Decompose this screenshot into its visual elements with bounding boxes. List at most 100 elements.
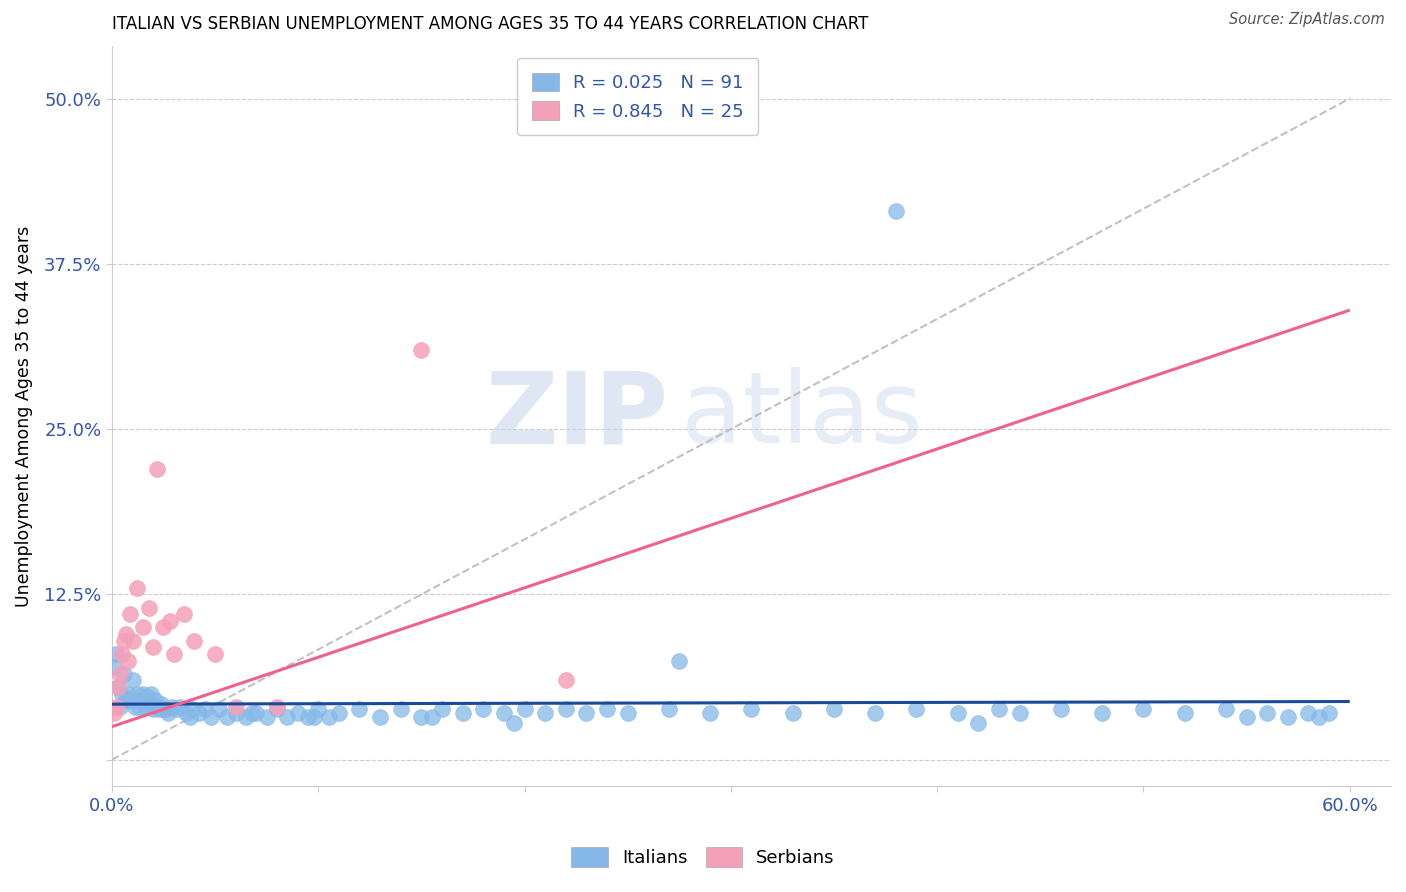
Point xyxy=(152,702,174,716)
Point xyxy=(1277,710,1299,724)
Point xyxy=(173,607,195,622)
Point xyxy=(152,620,174,634)
Point xyxy=(668,654,690,668)
Point xyxy=(1317,706,1340,721)
Point xyxy=(132,620,155,634)
Legend: Italians, Serbians: Italians, Serbians xyxy=(564,839,842,874)
Point xyxy=(302,710,325,724)
Point xyxy=(132,687,155,701)
Point xyxy=(148,702,170,716)
Point xyxy=(111,687,134,701)
Point xyxy=(107,680,129,694)
Point xyxy=(905,702,928,716)
Point xyxy=(128,699,150,714)
Point xyxy=(534,706,557,721)
Point xyxy=(103,660,125,674)
Point xyxy=(150,697,173,711)
Point xyxy=(142,702,165,716)
Point xyxy=(740,702,762,716)
Point xyxy=(129,693,152,707)
Point xyxy=(1050,702,1073,716)
Point xyxy=(107,680,129,694)
Point xyxy=(225,699,247,714)
Point xyxy=(142,640,165,655)
Point xyxy=(108,666,131,681)
Point xyxy=(420,710,443,724)
Point xyxy=(554,702,576,716)
Point xyxy=(1308,710,1330,724)
Point xyxy=(108,699,131,714)
Point xyxy=(1215,702,1237,716)
Point xyxy=(105,647,128,661)
Point xyxy=(136,690,159,704)
Point xyxy=(823,702,845,716)
Point xyxy=(276,710,298,724)
Point xyxy=(240,706,263,721)
Point xyxy=(1132,702,1154,716)
Point xyxy=(120,607,142,622)
Point xyxy=(112,666,135,681)
Point xyxy=(163,647,186,661)
Point xyxy=(112,633,135,648)
Point xyxy=(328,706,350,721)
Point xyxy=(115,627,138,641)
Point xyxy=(596,702,619,716)
Point xyxy=(368,710,391,724)
Point xyxy=(169,699,191,714)
Point xyxy=(554,673,576,688)
Point xyxy=(256,710,278,724)
Point xyxy=(513,702,536,716)
Point xyxy=(451,706,474,721)
Point xyxy=(946,706,969,721)
Point xyxy=(297,710,319,724)
Point xyxy=(125,687,148,701)
Point xyxy=(389,702,412,716)
Point xyxy=(181,702,204,716)
Point xyxy=(266,702,288,716)
Point xyxy=(318,710,340,724)
Point xyxy=(160,699,183,714)
Point xyxy=(187,706,209,721)
Point xyxy=(121,673,143,688)
Point xyxy=(179,710,201,724)
Point xyxy=(134,699,156,714)
Point xyxy=(156,706,179,721)
Text: ZIP: ZIP xyxy=(485,368,668,465)
Point xyxy=(146,699,169,714)
Point xyxy=(146,462,169,476)
Point xyxy=(1236,710,1258,724)
Point xyxy=(139,687,162,701)
Point xyxy=(411,343,433,357)
Point xyxy=(658,702,681,716)
Point xyxy=(472,702,495,716)
Point xyxy=(217,710,239,724)
Point xyxy=(492,706,515,721)
Point xyxy=(111,647,134,661)
Point xyxy=(225,706,247,721)
Point xyxy=(1298,706,1320,721)
Point xyxy=(1174,706,1197,721)
Point xyxy=(155,702,177,716)
Point xyxy=(138,697,160,711)
Point xyxy=(884,203,907,218)
Point xyxy=(204,647,226,661)
Point xyxy=(287,706,309,721)
Point xyxy=(138,600,160,615)
Point xyxy=(120,693,142,707)
Point xyxy=(245,706,267,721)
Point xyxy=(266,699,288,714)
Text: Source: ZipAtlas.com: Source: ZipAtlas.com xyxy=(1229,12,1385,27)
Text: atlas: atlas xyxy=(681,368,922,465)
Point xyxy=(183,633,205,648)
Point xyxy=(1256,706,1278,721)
Point xyxy=(105,699,128,714)
Point xyxy=(124,699,146,714)
Point xyxy=(575,706,598,721)
Y-axis label: Unemployment Among Ages 35 to 44 years: Unemployment Among Ages 35 to 44 years xyxy=(15,226,32,607)
Point xyxy=(194,702,217,716)
Point xyxy=(1091,706,1114,721)
Point xyxy=(165,702,187,716)
Point xyxy=(159,614,181,628)
Point xyxy=(863,706,886,721)
Point xyxy=(103,706,125,721)
